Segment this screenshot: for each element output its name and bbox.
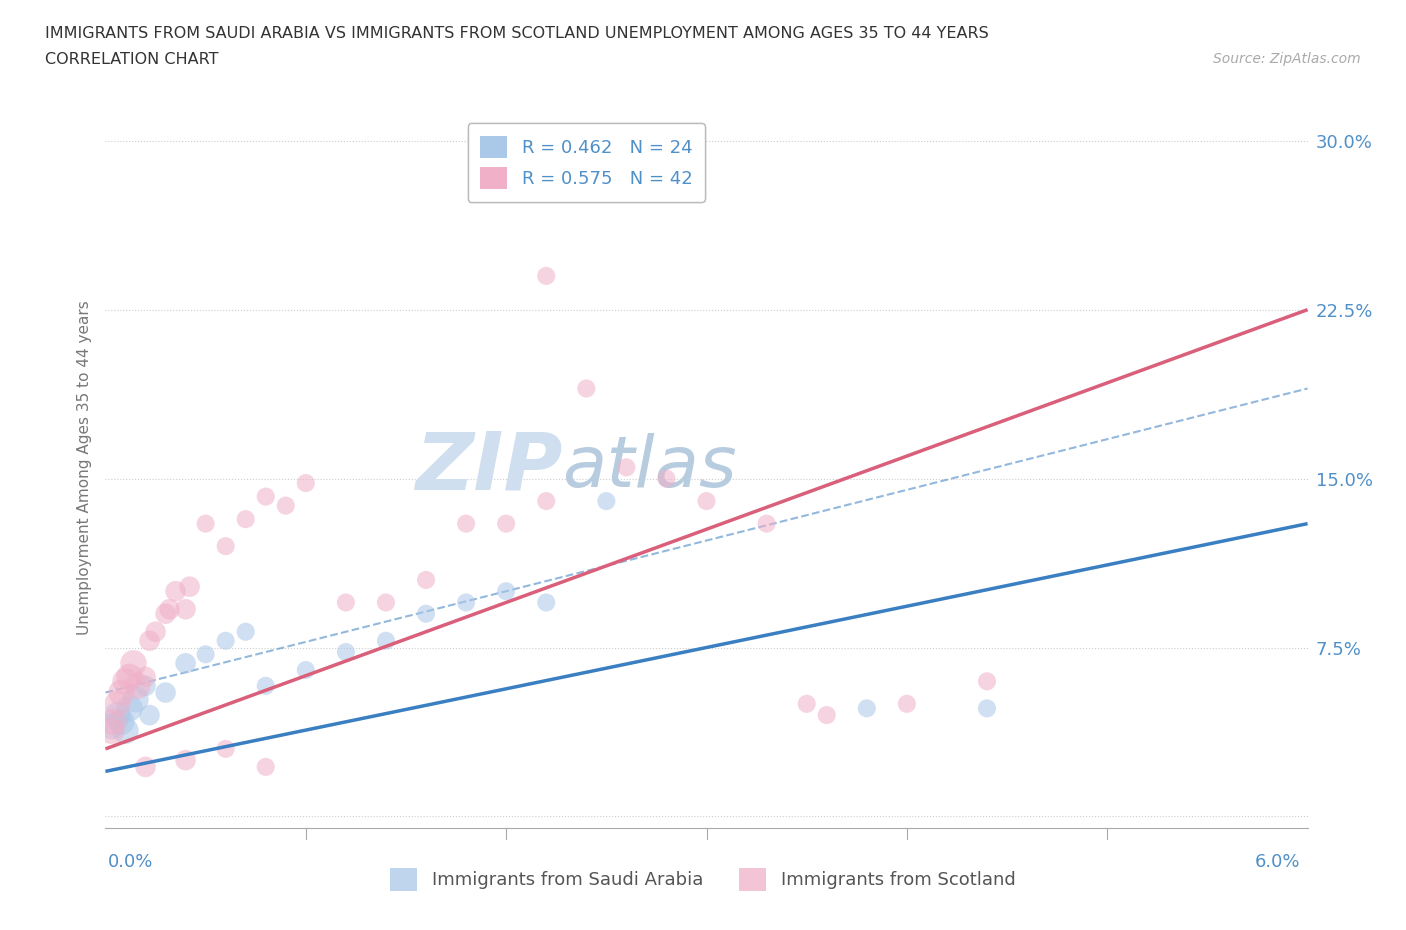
Point [114, 724, 136, 738]
Text: IMMIGRANTS FROM SAUDI ARABIA VS IMMIGRANTS FROM SCOTLAND UNEMPLOYMENT AMONG AGES: IMMIGRANTS FROM SAUDI ARABIA VS IMMIGRAN… [45, 26, 988, 41]
Point [122, 656, 145, 671]
Point [335, 595, 357, 610]
Point [135, 670, 157, 684]
Point [127, 678, 149, 693]
Point [415, 606, 437, 621]
Text: Source: ZipAtlas.com: Source: ZipAtlas.com [1213, 52, 1361, 66]
Point [295, 475, 318, 490]
Point [214, 538, 236, 553]
Point [896, 697, 918, 711]
Legend: R = 0.462   N = 24, R = 0.575   N = 42: R = 0.462 N = 24, R = 0.575 N = 42 [468, 123, 704, 202]
Point [107, 708, 129, 723]
Point [124, 692, 146, 707]
Point [100, 719, 122, 734]
Text: CORRELATION CHART: CORRELATION CHART [45, 52, 218, 67]
Point [335, 644, 357, 659]
Point [174, 602, 197, 617]
Point [595, 494, 617, 509]
Point [155, 606, 177, 621]
Point [118, 670, 141, 684]
Text: atlas: atlas [562, 432, 737, 502]
Point [855, 701, 877, 716]
Point [796, 697, 818, 711]
Point [110, 685, 132, 700]
Point [235, 624, 257, 639]
Point [179, 579, 201, 594]
Point [159, 602, 181, 617]
Point [655, 472, 678, 486]
Point [114, 674, 136, 689]
Point [174, 656, 197, 671]
Point [254, 678, 277, 693]
Point [138, 708, 160, 723]
Point [214, 741, 236, 756]
Point [135, 678, 157, 693]
Text: 6.0%: 6.0% [1256, 853, 1301, 870]
Point [110, 714, 132, 729]
Point [155, 685, 177, 700]
Point [235, 512, 257, 526]
Point [374, 595, 398, 610]
Point [374, 633, 398, 648]
Point [755, 516, 778, 531]
Point [135, 760, 157, 775]
Point [194, 516, 217, 531]
Point [295, 662, 318, 677]
Point [145, 624, 167, 639]
Point [495, 516, 517, 531]
Point [534, 494, 557, 509]
Point [107, 697, 129, 711]
Point [118, 701, 141, 716]
Y-axis label: Unemployment Among Ages 35 to 44 years: Unemployment Among Ages 35 to 44 years [76, 300, 91, 634]
Point [100, 724, 122, 738]
Point [254, 489, 277, 504]
Point [454, 516, 477, 531]
Point [165, 584, 187, 599]
Text: 0.0%: 0.0% [108, 853, 153, 870]
Point [976, 701, 998, 716]
Text: ZIP: ZIP [415, 429, 562, 506]
Point [138, 633, 160, 648]
Point [415, 573, 437, 588]
Point [534, 595, 557, 610]
Point [274, 498, 297, 513]
Point [534, 269, 557, 284]
Point [616, 460, 638, 475]
Point [194, 647, 217, 662]
Point [575, 381, 598, 396]
Point [254, 760, 277, 775]
Point [103, 714, 125, 729]
Point [214, 633, 236, 648]
Point [976, 674, 998, 689]
Legend: Immigrants from Saudi Arabia, Immigrants from Scotland: Immigrants from Saudi Arabia, Immigrants… [382, 861, 1024, 897]
Point [696, 494, 718, 509]
Point [815, 708, 838, 723]
Point [454, 595, 477, 610]
Point [495, 584, 517, 599]
Point [174, 752, 197, 767]
